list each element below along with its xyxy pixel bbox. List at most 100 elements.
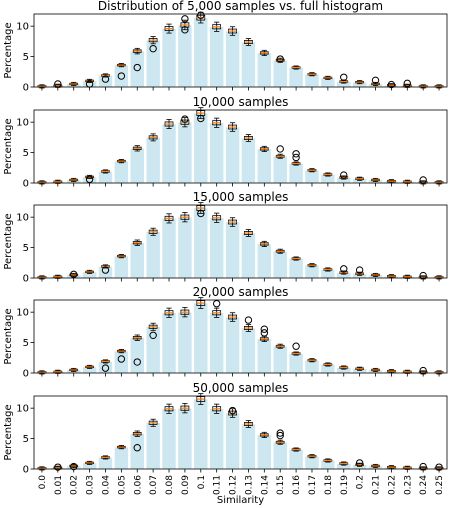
y-tick-label: 0	[23, 179, 29, 190]
x-tick-label: 0.11	[213, 475, 223, 495]
bar	[161, 218, 177, 279]
bar	[130, 148, 145, 184]
subplot-1: Distribution of 5,000 samples vs. full h…	[3, 0, 448, 94]
outlier-point	[276, 145, 284, 153]
subplot-title: 15,000 samples	[193, 190, 289, 204]
bar	[241, 327, 256, 374]
bar	[241, 232, 256, 279]
bar	[193, 112, 209, 184]
outlier-point	[117, 72, 126, 80]
outlier-point	[133, 63, 141, 72]
bar	[225, 221, 240, 279]
bar	[225, 316, 240, 374]
outlier-point	[292, 153, 300, 162]
bar	[161, 312, 177, 374]
bar	[257, 338, 272, 374]
y-tick-label: 10	[16, 118, 29, 129]
y-tick-label: 10	[16, 404, 29, 415]
bar	[114, 255, 129, 279]
x-tick-label: 0.15	[276, 475, 286, 495]
x-tick-label: 0.17	[308, 475, 318, 495]
outlier-point	[149, 44, 157, 53]
bar	[241, 423, 256, 470]
bar	[257, 243, 272, 279]
outlier-point	[181, 115, 189, 123]
y-tick-label: 0	[23, 369, 29, 380]
x-tick-label: 0.13	[244, 475, 254, 495]
bar	[209, 217, 224, 279]
outlier-point	[292, 342, 300, 350]
x-axis-label: Similarity	[217, 495, 264, 506]
outlier-point	[292, 150, 300, 158]
subplot-5: 50,000 samples Percentage Similarity 0 5 1…	[3, 381, 448, 506]
outlier-point	[228, 406, 237, 415]
bar	[288, 449, 304, 470]
bar	[272, 59, 288, 88]
outlier-point	[340, 171, 348, 179]
bar	[209, 122, 224, 184]
bar	[177, 311, 193, 374]
y-tick-label: 5	[23, 243, 29, 254]
outlier-point	[101, 364, 110, 372]
plot-frame	[33, 395, 448, 470]
y-tick-label: 5	[23, 338, 29, 349]
outlier-point	[181, 15, 189, 23]
bar	[257, 148, 272, 184]
plot-frame	[33, 13, 448, 88]
outlier-point	[403, 79, 411, 88]
bar	[145, 326, 161, 374]
plot-frame	[33, 299, 448, 374]
subplot-title: 50,000 samples	[193, 381, 289, 395]
bar	[257, 434, 272, 470]
outlier-point	[371, 76, 380, 85]
bar	[130, 337, 145, 374]
bar	[272, 250, 288, 279]
bar	[272, 441, 288, 470]
y-tick-label: 10	[16, 22, 29, 33]
bar	[193, 17, 209, 88]
outlier-point	[85, 175, 94, 184]
outlier-point	[197, 11, 205, 19]
bar	[209, 408, 224, 470]
outlier-point	[197, 209, 205, 218]
bar	[193, 398, 209, 470]
y-axis-label: Percentage	[3, 22, 14, 78]
bar	[272, 155, 288, 184]
x-tick-label: 0.08	[165, 475, 175, 495]
bar	[225, 412, 240, 470]
bar	[177, 216, 193, 279]
bar	[114, 64, 129, 88]
subplot-title: 10,000 samples	[193, 95, 289, 109]
bar	[161, 28, 177, 88]
y-tick-label: 0	[23, 83, 29, 94]
bar	[225, 126, 240, 184]
outlier-point	[197, 114, 205, 123]
x-tick-label: 0.21	[372, 475, 382, 495]
y-tick-label: 5	[23, 434, 29, 445]
subplot-2: 10,000 samples Percentage 0 5 10	[3, 95, 448, 190]
x-tick-label: 0.19	[340, 475, 350, 495]
bar	[288, 67, 304, 88]
x-tick-label: 0.03	[86, 475, 96, 495]
x-tick-label: 0.0	[38, 475, 48, 490]
outlier-point	[101, 75, 110, 83]
bar	[145, 39, 161, 88]
y-tick-label: 0	[23, 465, 29, 476]
plot-frame	[33, 109, 448, 184]
y-tick-label: 5	[23, 52, 29, 63]
y-tick-label: 10	[16, 213, 29, 224]
x-tick-label: 0.1	[197, 475, 207, 489]
outlier-point	[260, 329, 269, 337]
bar	[161, 123, 177, 184]
x-tick-label: 0.22	[387, 475, 397, 495]
bar	[177, 24, 193, 88]
outlier-point	[70, 270, 78, 279]
y-axis-label: Percentage	[3, 308, 14, 364]
x-tick-label: 0.01	[54, 475, 64, 495]
bar	[209, 26, 224, 88]
outlier-point	[276, 431, 284, 440]
x-tick-label: 0.05	[117, 475, 127, 495]
x-tick-label: 0.12	[229, 475, 239, 495]
x-tick-label: 0.24	[419, 475, 429, 495]
